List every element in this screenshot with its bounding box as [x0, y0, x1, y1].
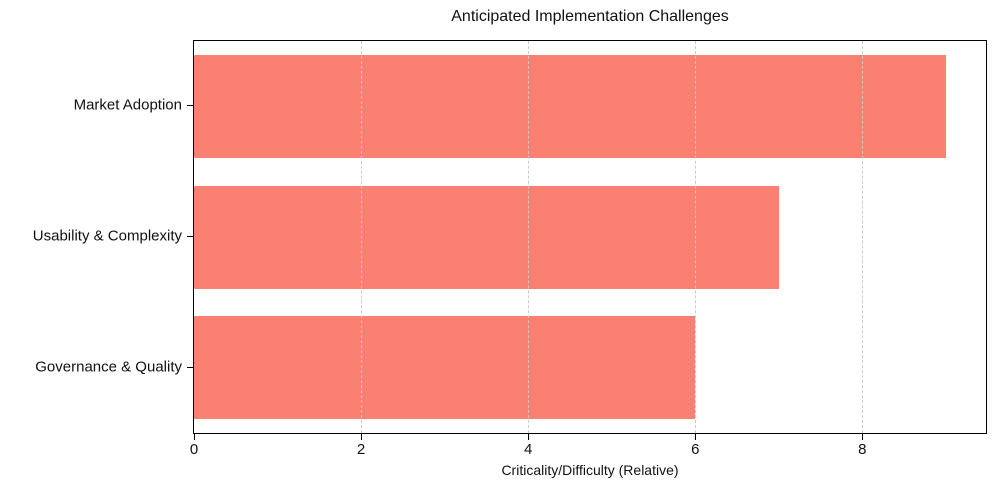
bar-usability-complexity — [194, 185, 779, 289]
x-axis-label: Criticality/Difficulty (Relative) — [501, 462, 679, 478]
x-tick-label-0: 0 — [189, 441, 199, 458]
y-tick-mark — [187, 236, 193, 237]
y-tick-label-governance-quality: Governance & Quality — [35, 358, 182, 376]
y-tick-mark — [187, 105, 193, 107]
bar-governance-quality — [194, 316, 696, 420]
y-tick-mark — [187, 366, 193, 368]
x-tick-label-4: 4 — [524, 441, 533, 458]
chart-title: Anticipated Implementation Challenges — [451, 8, 729, 25]
x-tick-label-2: 2 — [356, 441, 366, 458]
bar-market-adoption — [194, 54, 946, 158]
y-tick-label-market-adoption: Market Adoption — [73, 96, 182, 114]
x-tick-mark — [528, 434, 530, 440]
x-tick-mark — [862, 434, 864, 440]
y-tick-label-usability-complexity: Usability & Complexity — [32, 227, 182, 245]
plot-area — [193, 40, 987, 434]
gridline-x-8 — [862, 41, 864, 433]
x-tick-mark — [194, 434, 195, 440]
x-tick-mark — [695, 434, 697, 440]
x-tick-label-6: 6 — [691, 441, 700, 458]
gridline-x-2 — [361, 41, 363, 433]
x-tick-mark — [361, 434, 363, 440]
gridline-x-6 — [695, 41, 697, 433]
x-tick-label-8: 8 — [858, 441, 867, 458]
gridline-x-4 — [528, 41, 530, 433]
